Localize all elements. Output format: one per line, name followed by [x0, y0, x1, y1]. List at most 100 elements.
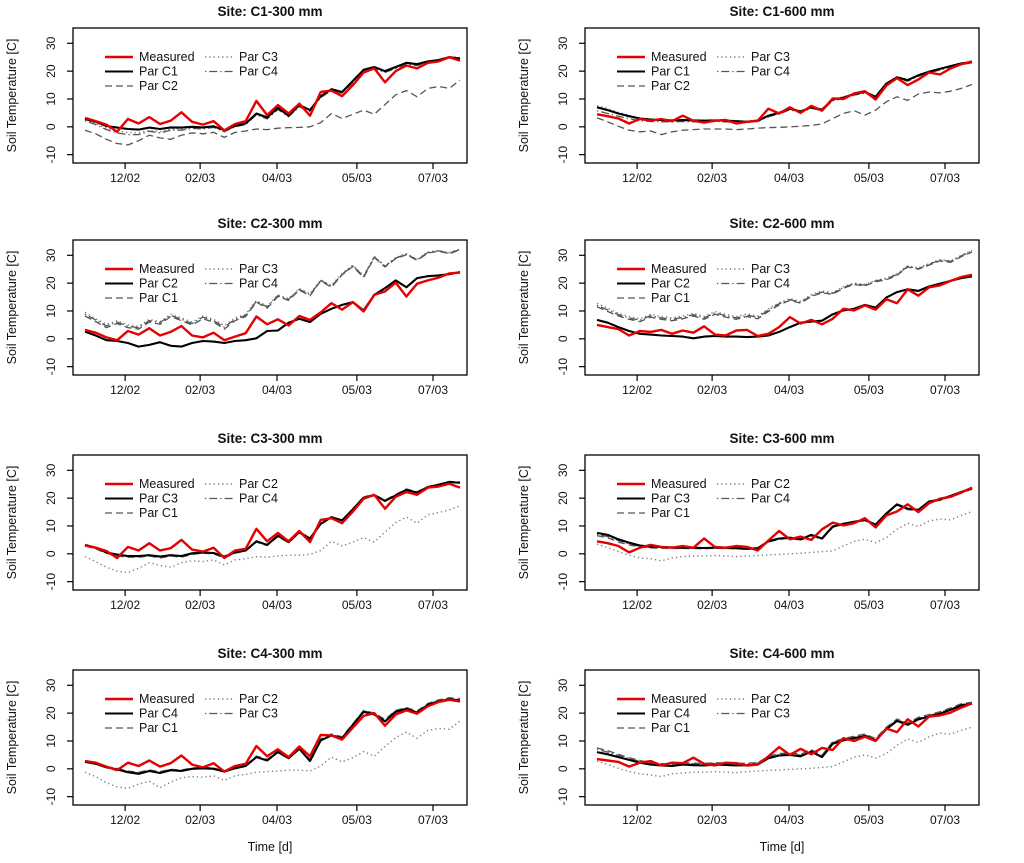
series-group	[596, 249, 973, 340]
legend-label-par-c2: Par C2	[751, 692, 790, 706]
x-tick-label: 05/03	[342, 598, 372, 612]
x-tick-label: 04/03	[262, 383, 292, 397]
chart-svg-c1-600: Site: C1-600 mm 30 20 10 0 -10 Soil Temperatur…	[517, 4, 980, 185]
plot-box	[72, 669, 468, 806]
series-line-par-c1	[84, 249, 461, 330]
legend-label-par-c3: Par C3	[751, 50, 790, 64]
x-tick-label: 02/03	[185, 171, 215, 185]
y-tick-label: 30	[556, 678, 570, 692]
series-line-par-c4	[84, 56, 461, 136]
series-line-measured	[596, 60, 973, 125]
chart-panel-c1-300: Site: C1-300 mm 30 20 10 0 -10 Soil Temperatur…	[0, 0, 512, 196]
y-axis-title: Soil Temperature [C]	[517, 39, 531, 153]
x-tick-label: 04/03	[262, 813, 292, 827]
legend-label-par-c4: Par C4	[751, 492, 790, 506]
x-tick-label: 12/02	[110, 171, 140, 185]
y-tick-label: 20	[556, 491, 570, 505]
y-tick-label: 30	[44, 678, 58, 692]
x-tick-label: 07/03	[930, 171, 960, 185]
x-tick-label: 12/02	[622, 171, 652, 185]
legend-label-par-c4: Par C4	[139, 707, 178, 721]
chart-svg-c3-600: Site: C3-600 mm 30 20 10 0 -10 Soil Temperatur…	[517, 431, 980, 612]
y-tick-label: 10	[556, 519, 570, 533]
series-line-par-c2	[84, 79, 461, 146]
y-tick-label: 10	[44, 734, 58, 748]
y-axis-title: Soil Temperature [C]	[517, 251, 531, 365]
y-tick-label: -10	[556, 573, 570, 591]
x-tick-label: 02/03	[697, 383, 727, 397]
chart-title: Site: C2-600 mm	[729, 216, 834, 231]
x-axis-title: Time [d]	[760, 840, 805, 854]
y-axis-title: Soil Temperature [C]	[5, 251, 19, 365]
series-group	[84, 55, 461, 146]
legend-label-measured: Measured	[139, 477, 195, 491]
y-tick-label: 0	[556, 765, 570, 772]
x-tick-label: 12/02	[110, 598, 140, 612]
series-line-par-c1	[84, 56, 461, 132]
y-tick-label: 0	[556, 335, 570, 342]
chart-svg-c1-300: Site: C1-300 mm 30 20 10 0 -10 Soil Temperatur…	[5, 4, 468, 185]
y-tick-label: 30	[44, 248, 58, 262]
y-tick-label: 10	[44, 304, 58, 318]
legend-label-par-c1: Par C1	[651, 65, 690, 79]
y-tick-label: 20	[556, 64, 570, 78]
y-tick-label: 20	[44, 706, 58, 720]
legend-label-par-c4: Par C4	[239, 65, 278, 79]
y-tick-label: 0	[44, 550, 58, 557]
legend-label-measured: Measured	[139, 262, 195, 276]
legend-label-par-c2: Par C2	[751, 477, 790, 491]
legend-label-par-c3: Par C3	[239, 50, 278, 64]
x-tick-label: 02/03	[697, 813, 727, 827]
series-line-par-c4	[596, 250, 973, 321]
y-tick-label: 0	[44, 123, 58, 130]
series-line-measured	[596, 486, 973, 554]
x-tick-label: 12/02	[622, 383, 652, 397]
series-line-par-c1	[596, 251, 973, 323]
y-tick-label: 30	[44, 463, 58, 477]
series-line-measured	[596, 273, 973, 338]
chart-panel-c4-300: Site: C4-300 mm 30 20 10 0 -10 Soil Temperatur…	[0, 624, 512, 863]
series-line-par-c2	[596, 726, 973, 778]
x-tick-label: 07/03	[930, 383, 960, 397]
legend-label-par-c1: Par C1	[651, 721, 690, 735]
x-tick-label: 04/03	[774, 383, 804, 397]
y-tick-label: 30	[556, 463, 570, 477]
legend-label-par-c1: Par C1	[139, 721, 178, 735]
series-line-par-c2	[84, 270, 461, 348]
series-group	[596, 60, 973, 136]
legend-label-par-c2: Par C2	[139, 277, 178, 291]
y-tick-label: 0	[556, 123, 570, 130]
plot-box	[584, 27, 980, 164]
chart-svg-c4-600: Site: C4-600 mm 30 20 10 0 -10 Soil Temperatur…	[517, 646, 980, 854]
y-tick-label: 0	[44, 335, 58, 342]
series-line-measured	[84, 482, 461, 560]
legend-label-par-c2: Par C2	[139, 79, 178, 93]
series-group	[596, 486, 973, 562]
x-tick-label: 12/02	[110, 813, 140, 827]
plot-box	[72, 239, 468, 376]
legend-label-par-c4: Par C4	[239, 277, 278, 291]
series-group	[84, 480, 461, 574]
x-tick-label: 05/03	[854, 171, 884, 185]
series-group	[84, 697, 461, 790]
x-tick-label: 05/03	[342, 383, 372, 397]
legend-label-par-c3: Par C3	[751, 707, 790, 721]
plot-box	[72, 27, 468, 164]
chart-panel-c2-300: Site: C2-300 mm 30 20 10 0 -10 Soil Temperatur…	[0, 196, 512, 410]
x-tick-label: 05/03	[342, 171, 372, 185]
chart-panel-c3-300: Site: C3-300 mm 30 20 10 0 -10 Soil Temperatur…	[0, 410, 512, 624]
legend-label-measured: Measured	[651, 262, 707, 276]
y-tick-label: 20	[44, 491, 58, 505]
x-tick-label: 12/02	[110, 383, 140, 397]
x-tick-label: 02/03	[697, 171, 727, 185]
x-tick-label: 05/03	[854, 598, 884, 612]
legend-label-par-c3: Par C3	[239, 707, 278, 721]
x-tick-label: 07/03	[418, 383, 448, 397]
x-tick-label: 04/03	[262, 598, 292, 612]
y-axis-title: Soil Temperature [C]	[517, 466, 531, 580]
series-line-par-c1	[596, 701, 973, 765]
x-tick-label: 04/03	[774, 813, 804, 827]
series-group	[596, 701, 973, 778]
y-tick-label: 20	[556, 706, 570, 720]
